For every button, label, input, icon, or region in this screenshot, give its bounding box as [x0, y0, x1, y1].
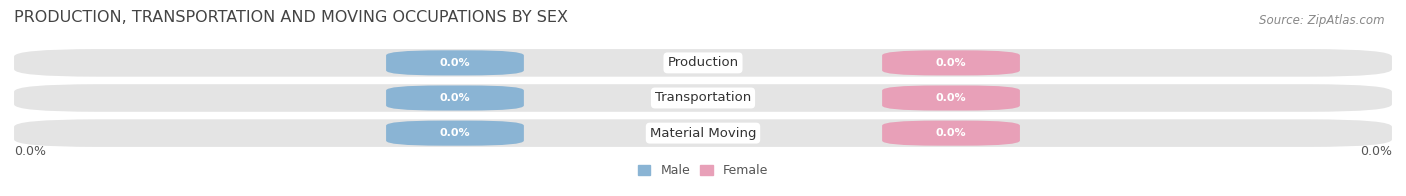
- FancyBboxPatch shape: [882, 121, 1019, 146]
- Text: 0.0%: 0.0%: [1360, 145, 1392, 158]
- Text: 0.0%: 0.0%: [936, 58, 966, 68]
- Legend: Male, Female: Male, Female: [633, 159, 773, 182]
- Text: Source: ZipAtlas.com: Source: ZipAtlas.com: [1260, 14, 1385, 27]
- Text: 0.0%: 0.0%: [440, 93, 470, 103]
- FancyBboxPatch shape: [882, 85, 1019, 111]
- Text: 0.0%: 0.0%: [936, 93, 966, 103]
- Text: PRODUCTION, TRANSPORTATION AND MOVING OCCUPATIONS BY SEX: PRODUCTION, TRANSPORTATION AND MOVING OC…: [14, 10, 568, 25]
- FancyBboxPatch shape: [14, 84, 1392, 112]
- Text: 0.0%: 0.0%: [440, 58, 470, 68]
- Text: Transportation: Transportation: [655, 92, 751, 104]
- FancyBboxPatch shape: [387, 85, 524, 111]
- FancyBboxPatch shape: [882, 50, 1019, 75]
- FancyBboxPatch shape: [14, 49, 1392, 77]
- Text: 0.0%: 0.0%: [440, 128, 470, 138]
- Text: Production: Production: [668, 56, 738, 69]
- Text: 0.0%: 0.0%: [14, 145, 46, 158]
- Text: Material Moving: Material Moving: [650, 127, 756, 140]
- FancyBboxPatch shape: [387, 121, 524, 146]
- FancyBboxPatch shape: [14, 119, 1392, 147]
- Text: 0.0%: 0.0%: [936, 128, 966, 138]
- FancyBboxPatch shape: [387, 50, 524, 75]
